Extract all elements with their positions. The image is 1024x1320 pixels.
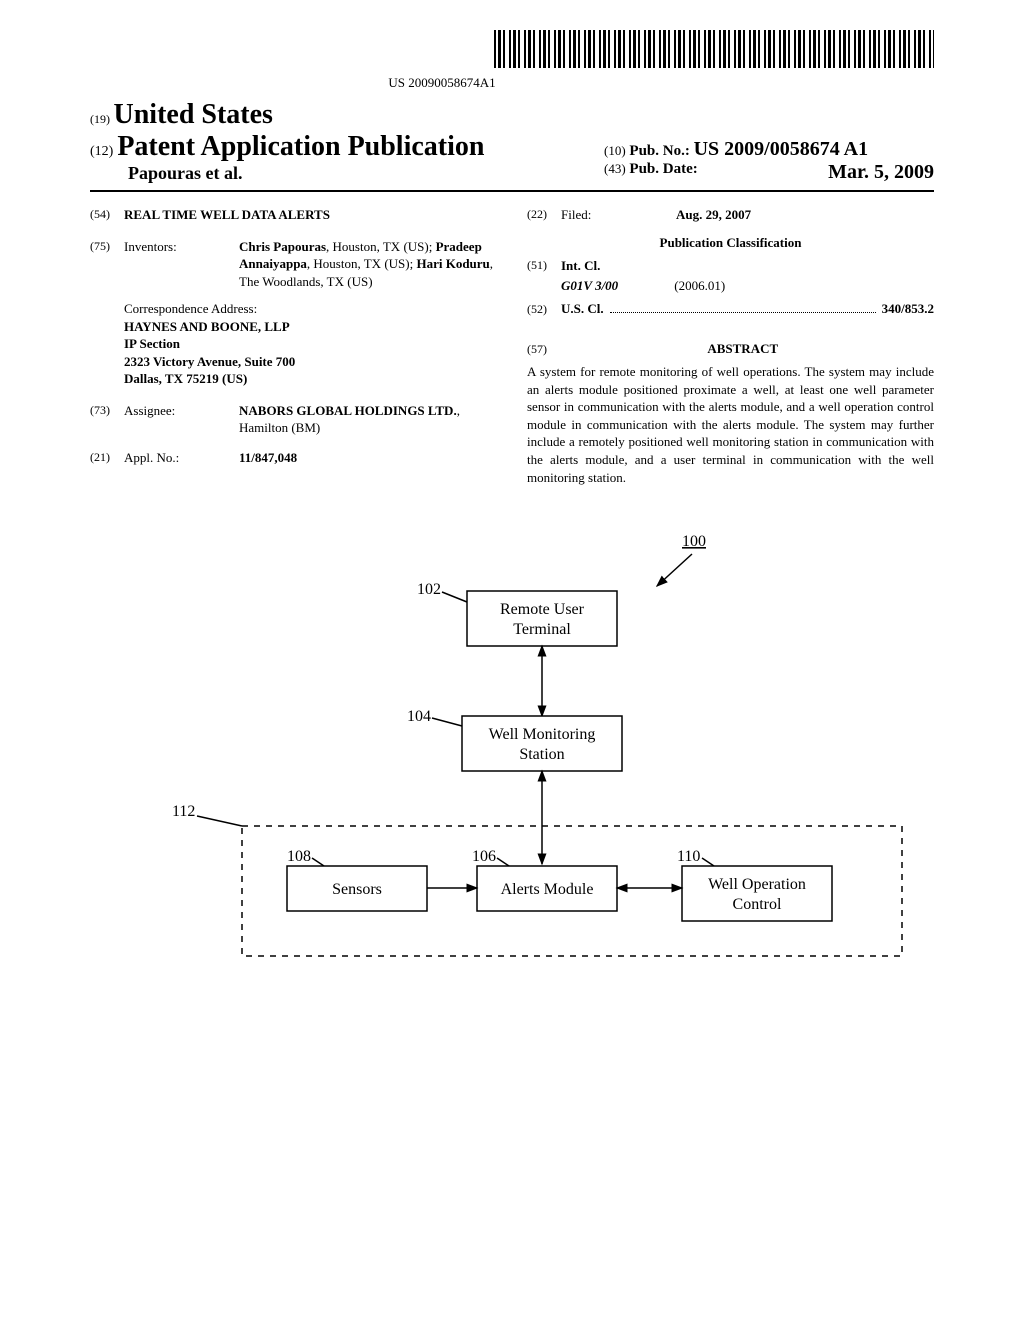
int-cl-label: Int. Cl. [561, 257, 600, 275]
abstract-header: ABSTRACT [564, 340, 921, 358]
ref-112: 112 [172, 803, 195, 820]
corr-name: HAYNES AND BOONE, LLP [124, 318, 497, 336]
bibliographic-columns: (54) REAL TIME WELL DATA ALERTS (75) Inv… [90, 206, 934, 486]
filed-label: Filed: [561, 206, 676, 224]
us-cl-dots [610, 311, 876, 313]
country-code: (19) [90, 112, 110, 126]
barcode-graphic [494, 30, 934, 68]
pub-no-value: US 2009/0058674 A1 [694, 138, 868, 160]
ref-106: 106 [472, 848, 496, 865]
left-column: (54) REAL TIME WELL DATA ALERTS (75) Inv… [90, 206, 497, 486]
authors-line: Papouras et al. [128, 163, 484, 184]
box-102-text2: Terminal [513, 621, 571, 638]
pub-date-value: Mar. 5, 2009 [828, 161, 934, 184]
correspondence-address: Correspondence Address: HAYNES AND BOONE… [124, 300, 497, 388]
box-106-text: Alerts Module [501, 881, 594, 898]
corr-city: Dallas, TX 75219 (US) [124, 370, 497, 388]
assignee-label: Assignee: [124, 402, 239, 437]
box-110-text2: Control [733, 896, 782, 913]
abstract-text: A system for remote monitoring of well o… [527, 363, 934, 486]
country-name: United States [114, 99, 273, 130]
inventors-label: Inventors: [124, 238, 239, 291]
appl-no: 11/847,048 [239, 449, 497, 467]
assignee-name: NABORS GLOBAL HOLDINGS LTD., Hamilton (B… [239, 402, 497, 437]
corr-label: Correspondence Address: [124, 300, 497, 318]
pub-class-header: Publication Classification [527, 234, 934, 252]
inventors-names: Chris Papouras, Houston, TX (US); Pradee… [239, 238, 497, 291]
filed-date: Aug. 29, 2007 [676, 206, 934, 224]
filed-code: (22) [527, 206, 561, 224]
pub-date-label: Pub. Date: [629, 161, 697, 177]
pub-type-code: (12) [90, 144, 113, 159]
publication-type: Patent Application Publication [117, 131, 484, 162]
invention-title: REAL TIME WELL DATA ALERTS [124, 206, 330, 224]
box-104-text2: Station [519, 746, 564, 763]
document-header: (19) United States (12) Patent Applicati… [90, 99, 934, 184]
ref-104: 104 [407, 708, 431, 725]
system-diagram-svg: 100 102 Remote User Terminal 104 Well Mo… [112, 526, 912, 986]
pub-no-code: (10) [604, 143, 626, 158]
pub-no-label: Pub. No.: [629, 143, 693, 159]
abstract-code: (57) [527, 341, 561, 357]
us-cl-value: 340/853.2 [882, 300, 934, 318]
inventors-code: (75) [90, 238, 124, 291]
int-cl-year: (2006.01) [674, 278, 725, 293]
header-rule [90, 190, 934, 192]
assignee-code: (73) [90, 402, 124, 437]
barcode-area: US 20090058674A1 [90, 30, 934, 91]
ref-108: 108 [287, 848, 311, 865]
appl-code: (21) [90, 449, 124, 467]
right-column: (22) Filed: Aug. 29, 2007 Publication Cl… [527, 206, 934, 486]
corr-street: 2323 Victory Avenue, Suite 700 [124, 353, 497, 371]
us-cl-label: U.S. Cl. [561, 300, 604, 318]
appl-label: Appl. No.: [124, 449, 239, 467]
corr-section: IP Section [124, 335, 497, 353]
ref-110: 110 [677, 848, 700, 865]
int-cl-class: G01V 3/00 [561, 277, 671, 295]
title-code: (54) [90, 206, 124, 224]
box-102-text1: Remote User [500, 601, 585, 618]
ref-100: 100 [682, 533, 706, 550]
ref-102: 102 [417, 581, 441, 598]
box-108-text: Sensors [332, 881, 382, 898]
int-cl-code: (51) [527, 257, 561, 275]
barcode-number: US 20090058674A1 [90, 75, 794, 91]
box-110-text1: Well Operation [708, 876, 806, 893]
figure-diagram: 100 102 Remote User Terminal 104 Well Mo… [90, 526, 934, 1006]
us-cl-code: (52) [527, 301, 561, 317]
pub-date-code: (43) [604, 161, 626, 176]
box-104-text1: Well Monitoring [489, 726, 596, 743]
